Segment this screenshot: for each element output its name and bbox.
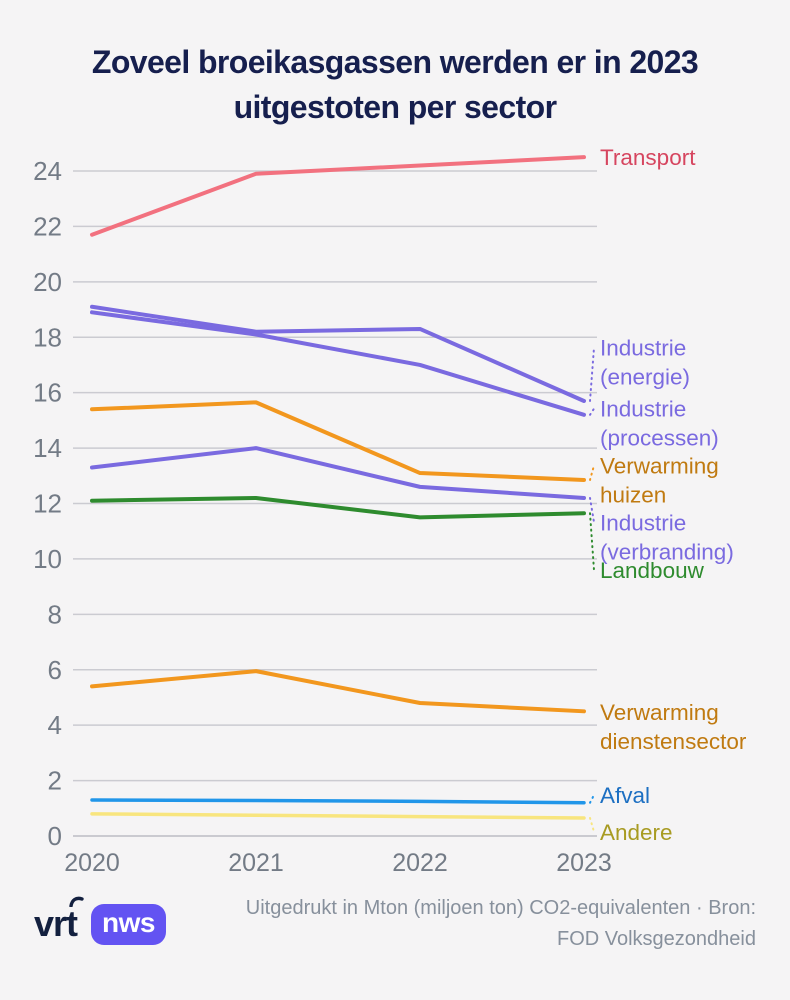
y-tick-label-14: 14 — [33, 433, 62, 463]
page-title-line1: Zoveel broeikasgassen werden er in 2023 — [91, 44, 699, 80]
y-tick-label-16: 16 — [33, 378, 62, 408]
series-label-industrie-energie-line2: (energie) — [600, 365, 690, 390]
series-label-transport-line1: Transport — [600, 145, 696, 170]
page-title: Zoveel broeikasgassen werden er in 2023 … — [0, 40, 790, 131]
series-label-industrie-processen-line1: Industrie — [600, 397, 686, 422]
vrt-nws-logo: vrt nws — [34, 896, 166, 945]
y-tick-label-4: 4 — [48, 710, 62, 740]
page-title-line2: uitgestoten per sector — [233, 89, 557, 126]
x-tick-label-2022: 2022 — [392, 849, 448, 877]
y-tick-label-2: 2 — [48, 766, 62, 796]
series-label-landbouw-line1: Landbouw — [600, 558, 705, 583]
series-label-industrie-verbranding-line1: Industrie — [600, 510, 686, 535]
series-line-industrie-verbranding — [90, 446, 586, 500]
vrt-logo-letters: vrt — [34, 903, 78, 944]
leader-line-landbouw — [589, 512, 595, 572]
x-tick-label-2021: 2021 — [228, 849, 284, 877]
series-label-industrie-verbranding-line2: (verbranding) — [600, 539, 734, 564]
leader-line-andere — [589, 816, 595, 833]
y-tick-label-8: 8 — [48, 599, 62, 629]
series-label-afval-line1: Afval — [600, 783, 650, 808]
y-tick-label-18: 18 — [33, 322, 62, 352]
y-tick-label-22: 22 — [33, 211, 62, 241]
y-tick-label-6: 6 — [48, 655, 62, 685]
series-label-verwarming-dienstensector-line1: Verwarming — [600, 700, 719, 725]
series-label-industrie-processen-line2: (processen) — [600, 426, 719, 451]
series-label-verwarming-huizen-line2: huizen — [600, 482, 666, 507]
nws-badge: nws — [91, 903, 166, 945]
series-line-industrie-energie — [90, 304, 586, 403]
leader-line-industrie-verbranding — [589, 496, 595, 524]
caption-line1: Uitgedrukt in Mton (miljoen ton) CO2-equ… — [245, 897, 756, 919]
vrt-logo-text: vrt — [34, 896, 84, 945]
leader-line-verwarming-huizen — [589, 464, 595, 481]
caption-line2: FOD Volksgezondheid — [556, 928, 756, 950]
series-label-verwarming-huizen-line1: Verwarming — [600, 453, 719, 478]
x-tick-label-2020: 2020 — [64, 849, 120, 877]
series-line-verwarming-huizen — [90, 400, 586, 482]
leader-line-industrie-processen — [589, 407, 595, 416]
y-tick-label-12: 12 — [33, 489, 62, 519]
source-caption: Uitgedrukt in Mton (miljoen ton) CO2-equ… — [246, 893, 756, 955]
chart-area: 0 2 4 6 8 10 12 14 16 18 20 22 24 2020 2021 2022 2023 Tra… — [0, 138, 790, 891]
series-line-afval — [90, 798, 586, 805]
series-line-landbouw — [90, 495, 586, 520]
series-label-verwarming-dienstensector-line2: dienstensector — [600, 729, 747, 754]
x-tick-label-2023: 2023 — [556, 849, 612, 877]
footer: vrt nws Uitgedrukt in Mton (miljoen ton)… — [0, 893, 790, 955]
y-tick-label-10: 10 — [33, 544, 62, 574]
leader-line-industrie-energie — [589, 346, 595, 402]
series-line-industrie-processen — [90, 310, 586, 417]
y-tick-label-24: 24 — [33, 156, 62, 186]
leader-line-afval — [589, 793, 595, 804]
series-line-transport — [90, 155, 586, 237]
series-label-andere-line1: Andere — [600, 820, 673, 845]
series-line-verwarming-dienstensector — [90, 669, 586, 714]
series-line-andere — [90, 812, 586, 820]
y-tick-label-0: 0 — [48, 821, 62, 851]
y-tick-label-20: 20 — [33, 267, 62, 297]
series-label-industrie-energie-line1: Industrie — [600, 336, 686, 361]
vrt-logo-accent-icon — [69, 896, 84, 907]
